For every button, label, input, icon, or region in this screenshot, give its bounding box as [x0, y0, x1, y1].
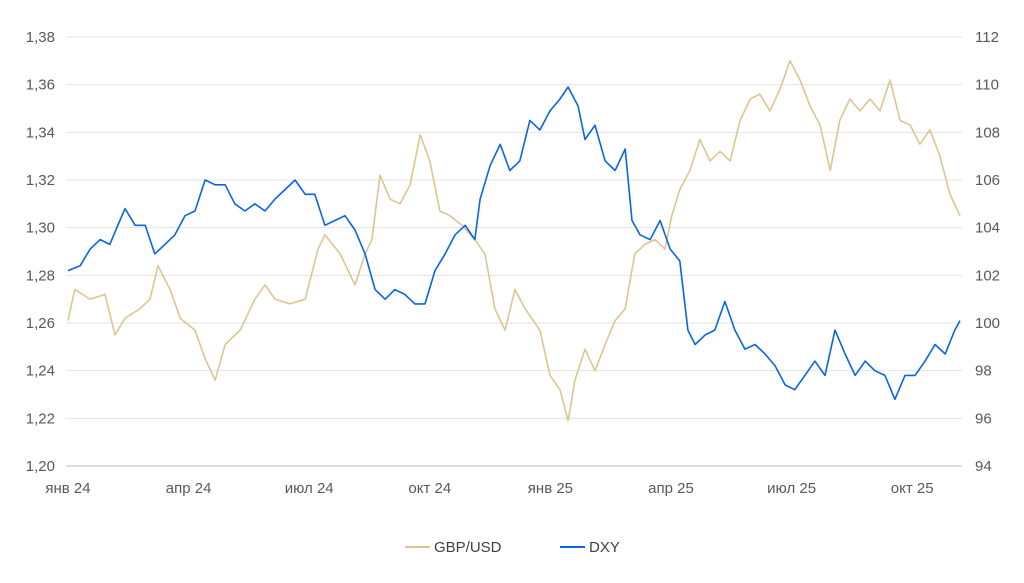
x-tick-label: окт 25: [891, 480, 934, 497]
left-tick-label: 1,36: [26, 77, 55, 94]
right-tick-label: 96: [975, 410, 992, 427]
right-tick-label: 108: [975, 124, 1000, 141]
right-tick-label: 106: [975, 172, 1000, 189]
left-tick-label: 1,38: [26, 29, 55, 46]
right-tick-label: 102: [975, 267, 1000, 284]
left-tick-label: 1,28: [26, 267, 55, 284]
left-tick-label: 1,20: [26, 458, 55, 475]
left-tick-label: 1,24: [26, 363, 55, 380]
series-line-gbpusd: [67, 59, 961, 422]
series-lines: [67, 59, 961, 422]
left-tick-label: 1,34: [26, 124, 55, 141]
left-axis: 1,20 1,22 1,24 1,26 1,28 1,30 1,32 1,34 1,36 1,38: [26, 29, 55, 475]
left-tick-label: 1,22: [26, 410, 55, 427]
x-tick-label: янв 25: [528, 480, 573, 497]
legend-item-gbpusd[interactable]: GBP/USD: [405, 539, 502, 556]
right-tick-label: 100: [975, 315, 1000, 332]
left-tick-label: 1,30: [26, 220, 55, 237]
right-tick-label: 112: [975, 29, 999, 46]
right-tick-label: 94: [975, 458, 992, 475]
x-axis: янв 24 апр 24 июл 24 окт 24 янв 25 апр 25 июл …: [45, 480, 933, 497]
x-tick-label: июл 25: [767, 480, 816, 497]
gridlines: [66, 36, 962, 467]
x-tick-label: июл 24: [285, 480, 334, 497]
series-line-dxy: [67, 86, 961, 401]
left-tick-label: 1,32: [26, 172, 55, 189]
legend-label-gbpusd: GBP/USD: [434, 539, 502, 556]
x-tick-label: янв 24: [45, 480, 90, 497]
x-tick-label: окт 24: [408, 480, 451, 497]
right-tick-label: 104: [975, 220, 1000, 237]
legend: GBP/USD DXY: [405, 539, 620, 556]
right-axis: 94 96 98 100 102 104 106 108 110 112: [975, 29, 1000, 475]
x-tick-label: апр 25: [648, 480, 694, 497]
legend-label-dxy: DXY: [589, 539, 620, 556]
left-tick-label: 1,26: [26, 315, 55, 332]
x-tick-label: апр 24: [166, 480, 212, 497]
right-tick-label: 110: [975, 77, 999, 94]
right-tick-label: 98: [975, 363, 992, 380]
legend-item-dxy[interactable]: DXY: [560, 539, 620, 556]
